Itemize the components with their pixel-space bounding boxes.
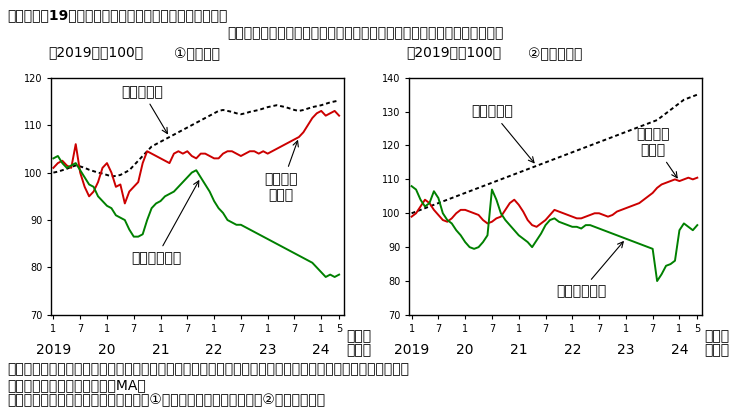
Text: 建築費の上昇の中で、既存住宅販売量は戸建・マンションともに増加傾向: 建築費の上昇の中で、既存住宅販売量は戸建・マンションともに増加傾向 xyxy=(227,27,504,40)
Text: 既存住宅
販売量: 既存住宅 販売量 xyxy=(636,127,677,178)
Text: 21: 21 xyxy=(152,343,170,357)
Text: （月）: （月） xyxy=(705,329,730,343)
Text: 既存住宅
販売量: 既存住宅 販売量 xyxy=(265,141,298,202)
Text: （年）: （年） xyxy=(346,344,371,357)
Text: （年）: （年） xyxy=(705,344,730,357)
Text: 新設住宅着工: 新設住宅着工 xyxy=(131,181,199,265)
Text: 不動産価格: 不動産価格 xyxy=(122,85,167,134)
Text: 20: 20 xyxy=(98,343,115,357)
Text: （備考）　１．国土交通省「不動産価格指数」、「既存住宅販売量指数」、「住宅着工統計」により作成。: （備考） １．国土交通省「不動産価格指数」、「既存住宅販売量指数」、「住宅着工統… xyxy=(7,362,409,376)
Text: 2019: 2019 xyxy=(394,343,429,357)
Text: （2019年＝100）: （2019年＝100） xyxy=(406,45,501,59)
Title: ②マンション: ②マンション xyxy=(529,47,583,61)
Text: ２．新設住宅着工について、①は持家と分譲戸建の合計、②は共同分譲。: ２．新設住宅着工について、①は持家と分譲戸建の合計、②は共同分譲。 xyxy=(7,393,325,407)
Text: 23: 23 xyxy=(617,343,635,357)
Text: 21: 21 xyxy=(510,343,528,357)
Text: （2019年＝100）: （2019年＝100） xyxy=(48,45,143,59)
Text: 24: 24 xyxy=(312,343,330,357)
Text: （月）: （月） xyxy=(346,329,371,343)
Text: 23: 23 xyxy=(259,343,276,357)
Text: 不動産価格: 不動産価格 xyxy=(471,105,534,163)
Text: 22: 22 xyxy=(564,343,581,357)
Text: 20: 20 xyxy=(456,343,474,357)
Text: 新設住宅着工: 新設住宅着工 xyxy=(556,242,624,298)
Text: 22: 22 xyxy=(205,343,223,357)
Title: ①戸建住宅: ①戸建住宅 xyxy=(175,47,220,61)
Text: 第３－２－19図　既存住宅販売量と新設住宅着工の推移: 第３－２－19図 既存住宅販売量と新設住宅着工の推移 xyxy=(7,8,227,22)
Text: 24: 24 xyxy=(670,343,688,357)
Text: 2019: 2019 xyxy=(36,343,71,357)
Text: 季節調整値。３MA。: 季節調整値。３MA。 xyxy=(7,378,146,392)
